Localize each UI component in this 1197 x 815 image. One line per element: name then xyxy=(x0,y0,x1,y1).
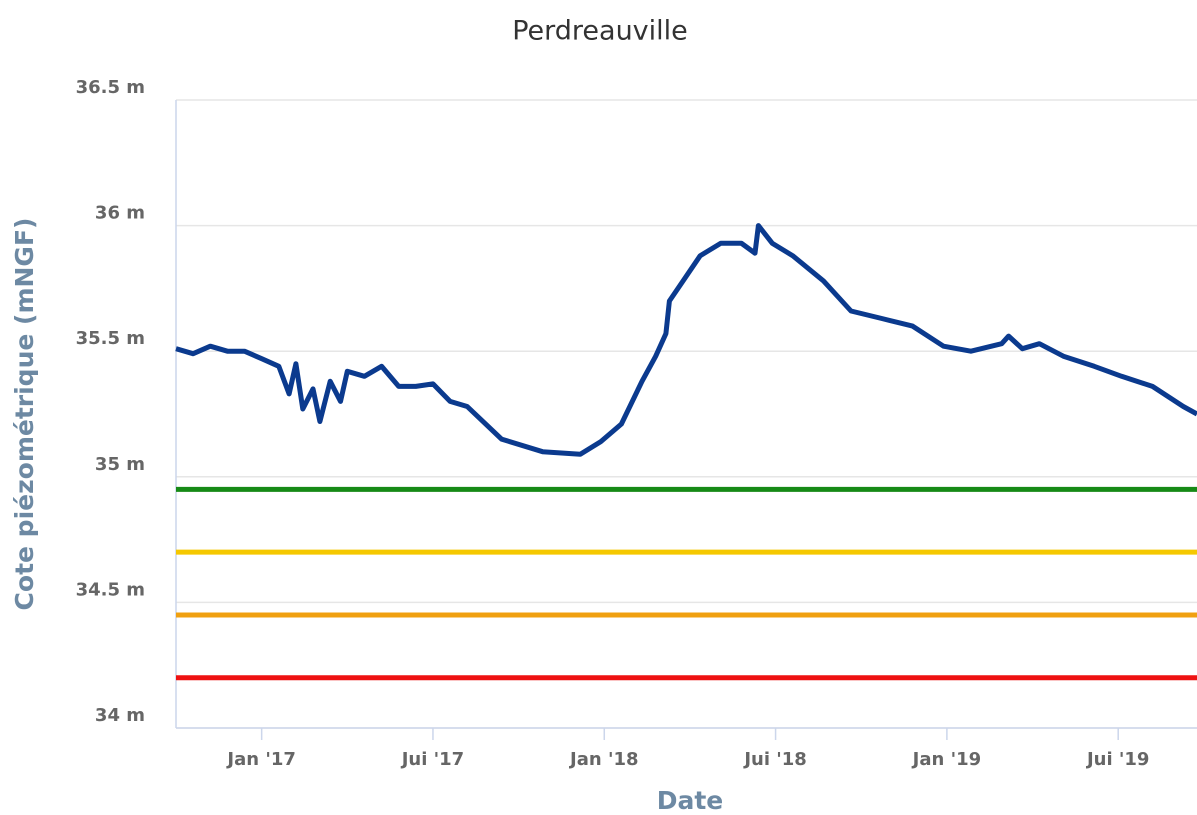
data-line xyxy=(175,223,1197,457)
y-tick-label: 35 m xyxy=(95,454,145,475)
y-tick-label: 36.5 m xyxy=(76,77,145,98)
x-axis-label: Date xyxy=(657,786,724,815)
y-axis-label: Cote piézométrique (mNGF) xyxy=(10,218,39,611)
x-tick-label: Jui '17 xyxy=(400,749,465,770)
y-tick-label: 35.5 m xyxy=(76,328,145,349)
y-tick-label: 34 m xyxy=(95,705,145,726)
x-tick-label: Jan '18 xyxy=(568,749,638,770)
x-tick-label: Jui '18 xyxy=(742,749,807,770)
y-tick-label: 34.5 m xyxy=(76,579,145,600)
chart-title: Perdreauville xyxy=(512,16,688,47)
x-tick-label: Jui '19 xyxy=(1085,749,1150,770)
x-tick-label: Jan '19 xyxy=(911,749,981,770)
x-tick-label: Jan '17 xyxy=(225,749,295,770)
y-tick-label: 36 m xyxy=(95,203,145,224)
